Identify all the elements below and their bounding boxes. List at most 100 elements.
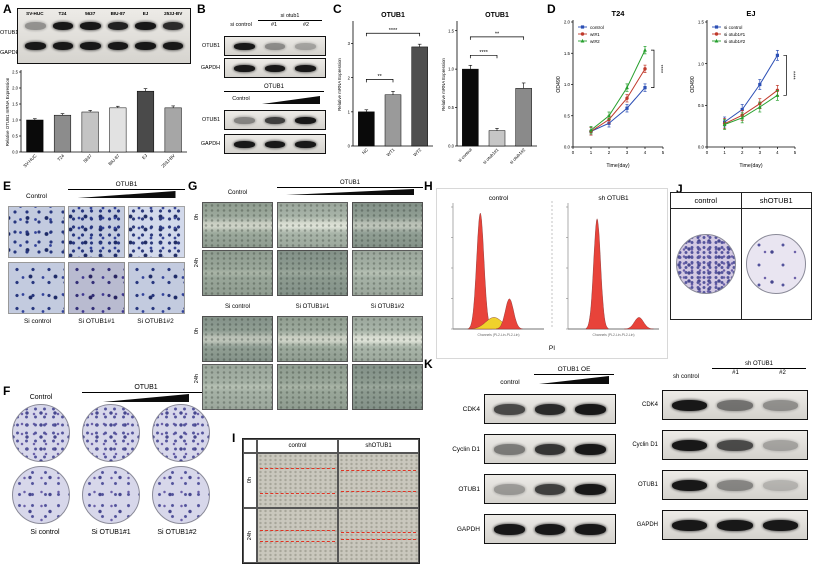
col-header-shotub1: shOTUB1 (759, 196, 793, 205)
wound-image (202, 202, 273, 248)
row-header-0h: 0h (243, 453, 257, 508)
wound-edge-line (341, 469, 416, 471)
blot-row: GAPDH (432, 514, 616, 544)
blot-row-label: OTUB1 (458, 485, 480, 493)
svg-text:NC: NC (361, 147, 369, 155)
otub1-oe-header: OTUB1 (277, 180, 423, 195)
svg-text:SV-HUC: SV-HUC (22, 153, 37, 168)
svg-text:1.5: 1.5 (12, 102, 18, 107)
otub1-label: OTUB1 (115, 181, 138, 188)
svg-text:si otub1#1: si otub1#1 (724, 32, 746, 37)
svg-text:sh OTUB1: sh OTUB1 (598, 195, 629, 202)
lane-numbers: #1 #2 (712, 370, 806, 376)
svg-text:0.0: 0.0 (698, 145, 705, 150)
blot-row: Cyclin D1 (622, 430, 808, 460)
protein-band (717, 519, 753, 531)
otub1-label: OTUB1 (134, 384, 158, 391)
colony-well-control (12, 404, 70, 462)
svg-text:control: control (590, 25, 604, 30)
header-line (258, 20, 322, 21)
svg-text:4: 4 (644, 150, 647, 155)
colony-well-shotub1 (746, 234, 807, 294)
svg-text:PI: PI (549, 345, 555, 352)
svg-text:****: **** (657, 65, 663, 74)
blot-membrane (224, 134, 326, 154)
svg-text:2: 2 (741, 150, 744, 155)
wound-image (277, 364, 348, 410)
timepoint-label: 24h (194, 258, 200, 268)
svg-text:2: 2 (348, 75, 351, 80)
protein-band (672, 479, 708, 491)
wound-image (338, 453, 419, 508)
list-label: Si OTUB1#1 (78, 318, 115, 325)
protein-band (494, 483, 525, 495)
list-label: #2 (303, 22, 309, 28)
svg-text:0.5: 0.5 (698, 103, 705, 108)
svg-text:**: ** (378, 74, 383, 80)
panel-e-bottom-labels: Si control Si OTUB1#1 Si OTUB1#2 (8, 318, 185, 325)
svg-text:1.5: 1.5 (698, 20, 705, 25)
otub1-label: OTUB1 (339, 180, 360, 186)
protein-band (25, 22, 46, 30)
svg-text:si control: si control (724, 25, 742, 30)
control-header: control (500, 379, 520, 386)
svg-text:5: 5 (794, 150, 797, 155)
header-line (712, 368, 806, 369)
si-otub1-label: si otub1 (280, 13, 300, 19)
wound-image (352, 364, 423, 410)
blot-membrane (662, 430, 808, 460)
panel-label-c: C (333, 2, 342, 16)
sh-otub1-label: sh OTUB1 (744, 361, 773, 367)
otub1-oe-header: OTUB1 OE (534, 366, 614, 384)
band-row-gapdh (18, 36, 190, 56)
list-label: Si OTUB1#2 (157, 529, 197, 536)
row-header-24h: 24h (243, 508, 257, 563)
colony-well-sicontrol (12, 466, 70, 524)
protein-band (717, 439, 753, 451)
svg-text:WT2: WT2 (412, 147, 422, 157)
protein-band (52, 42, 73, 50)
protein-band (25, 42, 46, 50)
svg-text:0.0: 0.0 (448, 144, 454, 149)
protein-band (80, 42, 101, 50)
svg-text:0.0: 0.0 (564, 145, 571, 150)
timepoint-label: 24h (194, 374, 200, 384)
svg-text:si otub1#2: si otub1#2 (509, 147, 527, 165)
lane-numbers: #1 #2 (258, 22, 322, 28)
blot-membrane (662, 390, 808, 420)
blot-row-label: GAPDH (200, 65, 220, 71)
svg-text:****: **** (389, 28, 398, 34)
blot-row-label: OTUB1 (637, 482, 658, 488)
si-otub1-header: si otub1 #1 #2 (258, 13, 322, 28)
wound-image (352, 316, 423, 362)
wound-image (338, 508, 419, 563)
panel-label-j: J (676, 182, 683, 196)
increasing-dose-wedge-icon (262, 96, 320, 104)
svg-text:2.0: 2.0 (564, 20, 571, 25)
protein-band (575, 443, 607, 455)
header-line (224, 91, 324, 92)
protein-band (534, 443, 566, 455)
blot-membrane (224, 58, 326, 78)
svg-text:si control: si control (457, 147, 473, 163)
protein-band (575, 403, 607, 415)
svg-text:Time(day): Time(day) (606, 163, 629, 169)
sh-otub1-header: sh OTUB1 #1 #2 (712, 361, 806, 376)
header-line (534, 374, 614, 375)
panel-j-colony-assay: control shOTUB1 (670, 192, 812, 320)
svg-text:0.5: 0.5 (448, 105, 454, 110)
otub1-oe-header: OTUB1 (82, 384, 210, 402)
wound-edge-line (341, 539, 416, 541)
svg-text:EJ: EJ (141, 153, 148, 160)
blot-row: OTUB1 (432, 474, 616, 504)
svg-text:OD490: OD490 (690, 76, 696, 93)
svg-text:5: 5 (662, 150, 665, 155)
wound-image (257, 453, 338, 508)
svg-text:0.0: 0.0 (12, 150, 18, 155)
panel-a-bar-chart: 0.0 0.5 1.0 1.5 2.0 2.5 SV-HUC T24 5637 BIU-87 EJ 2… (4, 64, 192, 181)
header-line (82, 392, 210, 393)
colony-well-si2 (152, 466, 210, 524)
col-header-control: control (671, 193, 742, 208)
panel-c-kd-bar-chart: 0.0 0.5 1.0 1.5 si control si otub1#1 si otub1… (440, 8, 542, 175)
svg-text:253J-BV: 253J-BV (160, 153, 175, 168)
